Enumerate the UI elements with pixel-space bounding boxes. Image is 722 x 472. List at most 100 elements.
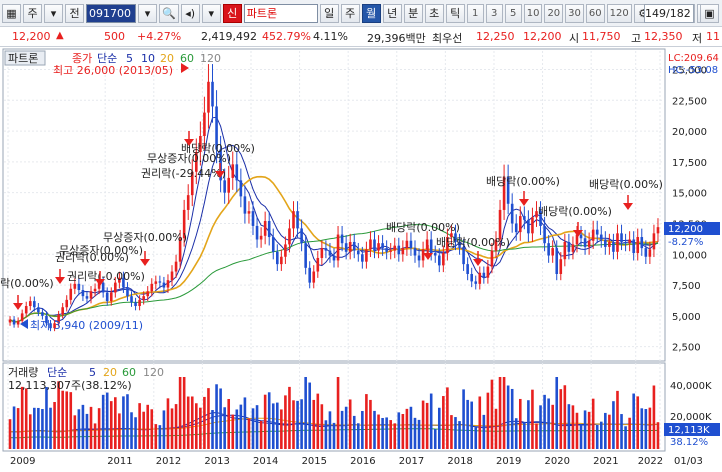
volume-bar bbox=[446, 387, 449, 449]
volume-bar bbox=[612, 401, 615, 449]
legend-close: 종가 bbox=[72, 52, 92, 65]
volume-bar bbox=[8, 419, 12, 449]
volume-bar bbox=[620, 414, 623, 449]
grid-icon[interactable]: ▣ bbox=[700, 4, 719, 23]
candle-body bbox=[490, 250, 494, 267]
volume-bar bbox=[300, 399, 303, 449]
price-ylabel: 22,500 bbox=[672, 96, 707, 107]
volume-bar bbox=[551, 404, 554, 449]
volume-bar bbox=[186, 396, 190, 449]
panel-tab[interactable] bbox=[4, 50, 46, 66]
stock-chart[interactable]: 25,00022,50020,00017,50015,00012,50010,0… bbox=[0, 47, 722, 469]
volume-bar bbox=[243, 397, 247, 449]
candle-body bbox=[178, 238, 182, 262]
candle-body bbox=[551, 248, 554, 256]
tab-minute[interactable]: 분 bbox=[403, 3, 423, 23]
volume-bar bbox=[417, 419, 421, 449]
tick-60[interactable]: 60 bbox=[585, 3, 605, 23]
tick-10[interactable]: 10 bbox=[523, 3, 543, 23]
bid-price: 12,200 bbox=[523, 30, 562, 43]
chart-menu-icon[interactable]: ▦ bbox=[2, 3, 21, 23]
volume-bar bbox=[474, 427, 478, 449]
tick-20[interactable]: 20 bbox=[544, 3, 564, 23]
candle-body bbox=[543, 225, 546, 244]
tick-3[interactable]: 3 bbox=[485, 3, 503, 23]
tick-1[interactable]: 1 bbox=[466, 3, 484, 23]
tick-30[interactable]: 30 bbox=[565, 3, 584, 23]
volume-bar bbox=[37, 407, 40, 449]
tab-week[interactable]: 주 bbox=[340, 3, 360, 23]
dividend-arrows bbox=[13, 63, 633, 329]
annotation-text: 락(0.00%) bbox=[0, 277, 54, 290]
tab-second[interactable]: 초 bbox=[424, 3, 444, 23]
search-icon[interactable]: 🔍 bbox=[159, 3, 179, 23]
candle-body bbox=[397, 245, 401, 255]
speaker-icon[interactable]: ◂) bbox=[180, 3, 200, 23]
candle-body bbox=[53, 323, 56, 329]
candle-body bbox=[101, 282, 105, 293]
vol-ylabel: 20,000K bbox=[670, 412, 712, 423]
dividend-arrowhead bbox=[55, 277, 65, 284]
candle-body bbox=[599, 234, 603, 240]
volume-bar bbox=[636, 396, 640, 449]
candle-body bbox=[16, 320, 20, 325]
candle-body bbox=[466, 264, 469, 274]
vol-legend-120: 120 bbox=[143, 366, 164, 379]
volume-bar bbox=[608, 414, 611, 449]
volume-bar bbox=[344, 406, 348, 449]
candle-body bbox=[65, 299, 69, 308]
grid-lines bbox=[4, 51, 664, 451]
min-label: 최저 3,940 (2009/11) bbox=[30, 319, 143, 332]
candle-body bbox=[271, 237, 275, 252]
candle-body bbox=[300, 228, 303, 244]
candle-body bbox=[393, 245, 397, 251]
volume-bar bbox=[142, 411, 145, 449]
volume-bar bbox=[599, 421, 603, 449]
dividend-arrowhead bbox=[423, 253, 433, 260]
candle-body bbox=[243, 196, 247, 214]
volume-bar bbox=[33, 407, 36, 449]
tab-tick[interactable]: 틱 bbox=[445, 3, 465, 23]
volume-bar bbox=[65, 391, 69, 449]
candle-body bbox=[446, 237, 449, 254]
tick-5[interactable]: 5 bbox=[504, 3, 522, 23]
speaker-dropdown-icon[interactable]: ▾ bbox=[201, 3, 221, 23]
candle-body bbox=[195, 152, 198, 172]
volume-bar bbox=[251, 408, 255, 449]
jeon-button[interactable]: 전 bbox=[65, 3, 84, 23]
candle-body bbox=[41, 312, 44, 316]
candle-body bbox=[24, 306, 28, 314]
stock-name-field[interactable]: 파트론 bbox=[243, 3, 318, 23]
volume-bar bbox=[377, 414, 380, 449]
dropdown-arrow-icon[interactable]: ▾ bbox=[44, 3, 63, 23]
time-xlabel: 2021 bbox=[593, 456, 618, 467]
tab-day[interactable]: 일 bbox=[319, 3, 339, 23]
price-panel[interactable] bbox=[2, 48, 666, 362]
time-axis: 2009 2011 2012 2013 2014 2015 2016 2017 2018 2019… bbox=[10, 456, 703, 467]
candle-body bbox=[591, 229, 595, 241]
candle-body bbox=[304, 243, 307, 268]
time-xlabel: 2022 bbox=[638, 456, 663, 467]
candle-body bbox=[296, 211, 299, 229]
stock-code-input[interactable]: 091700 bbox=[86, 3, 136, 23]
annotation-text: 배당락(0.00%) bbox=[181, 142, 255, 155]
main-button[interactable]: 주 bbox=[23, 3, 42, 23]
tick-120[interactable]: 120 bbox=[606, 3, 632, 23]
volume-bar bbox=[316, 393, 320, 449]
code-dropdown-icon[interactable]: ▾ bbox=[138, 3, 157, 23]
candle-body bbox=[421, 249, 425, 261]
vol-legend-60: 60 bbox=[122, 366, 136, 379]
candle-body bbox=[154, 281, 158, 284]
tab-year[interactable]: 년 bbox=[382, 3, 402, 23]
candle-body bbox=[389, 250, 392, 252]
high-label: 고 bbox=[631, 32, 642, 45]
volume-bar bbox=[16, 408, 20, 449]
dividend-arrowhead bbox=[519, 199, 529, 206]
volume-bar bbox=[494, 408, 498, 449]
volume-bar bbox=[555, 377, 559, 449]
volume-bar bbox=[433, 429, 437, 449]
chart-area[interactable]: 25,00022,50020,00017,50015,00012,50010,0… bbox=[0, 47, 722, 469]
tab-month[interactable]: 월 bbox=[361, 3, 381, 23]
volume-bar bbox=[122, 396, 125, 449]
candle-body bbox=[166, 280, 170, 288]
